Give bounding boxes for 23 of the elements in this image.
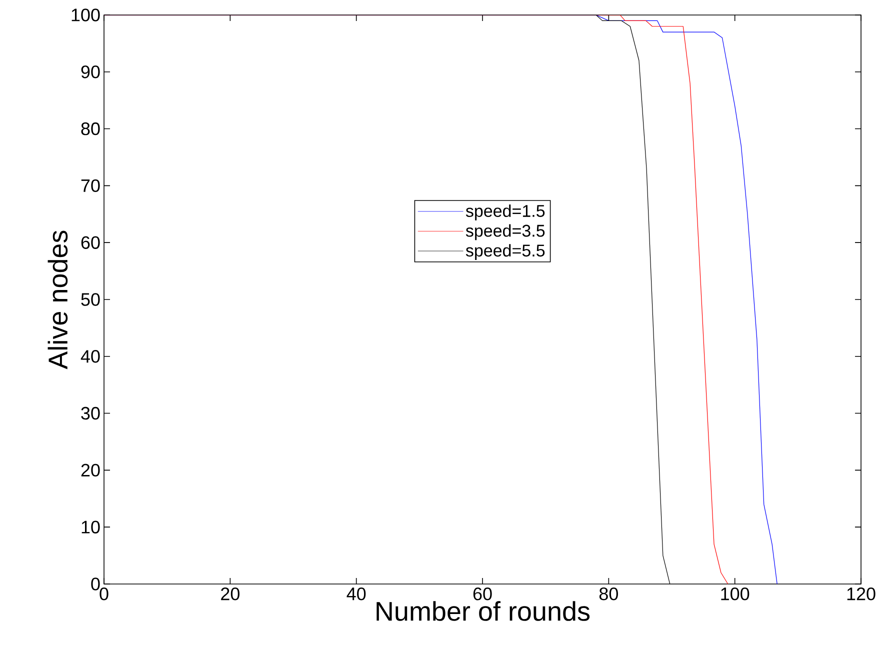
- y-tick-label: 80: [81, 122, 100, 136]
- y-tick-label: 90: [81, 66, 100, 78]
- y-tick-label: 30: [81, 406, 100, 420]
- x-axis-title: Number of rounds: [376, 601, 590, 621]
- y-tick-label: 40: [80, 350, 100, 363]
- y-axis-title: Alive nodes: [48, 230, 68, 370]
- y-tick-label: 0: [91, 578, 100, 590]
- y-tick-label: 70: [81, 179, 100, 192]
- legend-label: speed=1.5: [466, 204, 545, 220]
- y-tick-label: 100: [72, 8, 100, 22]
- legend-label: speed=3.5: [466, 224, 545, 240]
- y-tick-label: 50: [81, 293, 100, 306]
- x-tick-label: 100: [721, 588, 750, 600]
- legend-label: speed=5.5: [466, 244, 545, 260]
- x-tick-label: 120: [847, 588, 876, 600]
- y-tick-label: 10: [82, 520, 100, 534]
- x-tick-label: 40: [346, 588, 366, 600]
- y-tick-label: 20: [81, 464, 100, 477]
- x-tick-label: 20: [221, 588, 240, 600]
- x-tick-label: 80: [599, 588, 618, 600]
- x-tick-label: 0: [100, 588, 108, 600]
- x-tick-label: 60: [473, 588, 492, 600]
- y-tick-label: 60: [81, 236, 100, 249]
